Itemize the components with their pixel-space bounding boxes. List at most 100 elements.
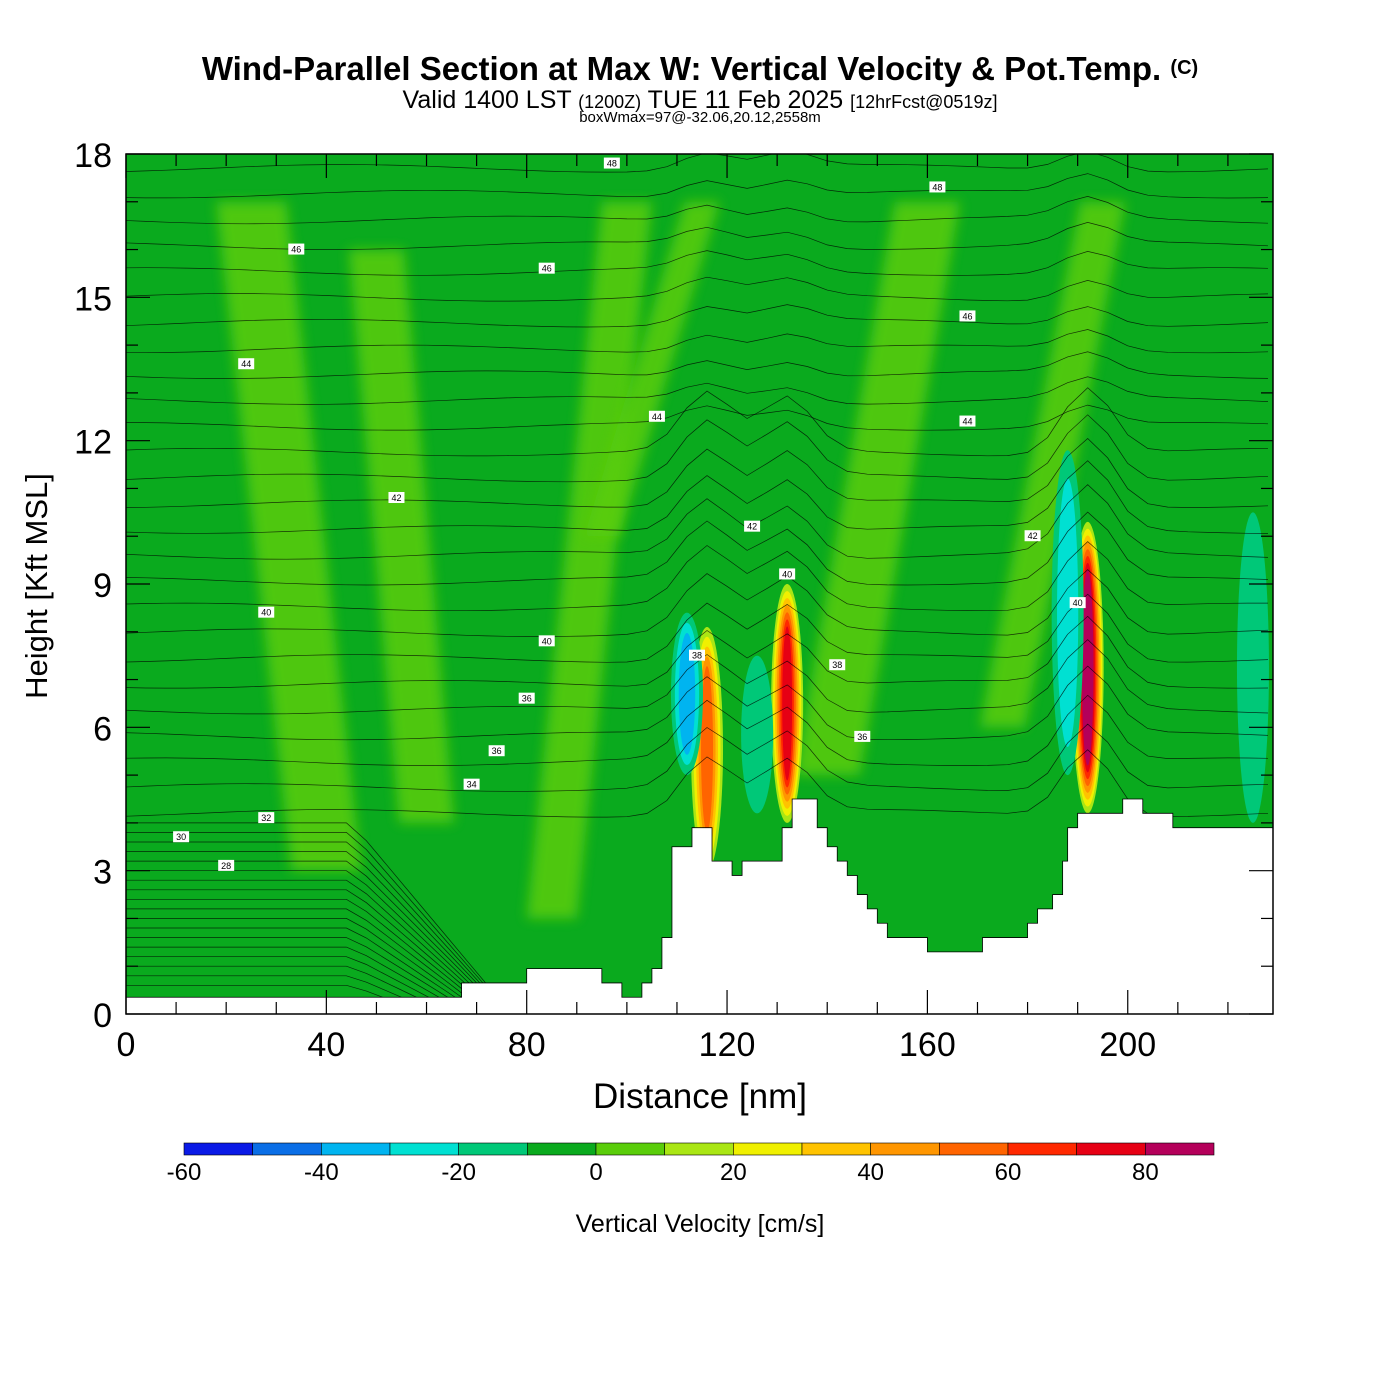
theta-label-text: 44 (241, 359, 251, 369)
theta-label-box (779, 568, 796, 580)
theta-label-box (1024, 530, 1041, 542)
updraft-core (782, 626, 793, 781)
theta-label: 34 (463, 778, 480, 790)
y-tick-label: 3 (93, 854, 112, 892)
theta-label: 40 (258, 606, 275, 618)
theta-contour-line (126, 984, 427, 1014)
theta-label: 48 (603, 157, 620, 169)
theta-label: 42 (1024, 530, 1041, 542)
x-tick-label: 200 (1099, 1026, 1156, 1064)
colorbar-swatch (1145, 1142, 1215, 1156)
colorbar-swatch (252, 1142, 322, 1156)
copyright-mark: (C) (1170, 57, 1199, 79)
theta-contour-line (126, 329, 1269, 354)
theta-contour-line (126, 460, 1269, 534)
colorbar-swatch (458, 1142, 528, 1156)
theta-label-box (1069, 597, 1086, 609)
theta-contour-line (126, 965, 447, 1012)
colorbar-tick-label: -20 (441, 1159, 476, 1186)
y-tick-label: 9 (93, 567, 112, 605)
colorbar-swatch (595, 1142, 665, 1156)
theta-label-box (603, 157, 620, 169)
colorbar-swatch (389, 1142, 459, 1156)
colorbar-swatch (733, 1142, 803, 1156)
theta-label: 40 (538, 635, 555, 647)
theta-contour-line (126, 250, 1269, 276)
theta-label: 32 (258, 812, 275, 824)
theta-contour-line (126, 723, 1269, 792)
colorbar-swatch (1076, 1142, 1146, 1156)
weak-updraft-band (348, 249, 455, 823)
theta-contour-line (126, 276, 1269, 302)
theta-label: 46 (959, 310, 976, 322)
theta-label-text: 28 (221, 861, 231, 871)
theta-contour-line (126, 841, 507, 1013)
theta-label: 48 (929, 181, 946, 193)
theta-label-text: 44 (962, 417, 972, 427)
theta-label-text: 32 (261, 813, 271, 823)
theta-label-box (959, 415, 976, 427)
theta-label-text: 38 (832, 660, 842, 670)
theta-contour-line (126, 196, 1269, 225)
theta-label-text: 30 (176, 832, 186, 842)
theta-label: 38 (829, 659, 846, 671)
theta-contour-line (126, 975, 427, 1009)
theta-label-box (488, 745, 505, 757)
theta-label-text: 42 (747, 522, 757, 532)
theta-contour-line (126, 511, 1269, 586)
colorbar-tick-label: 40 (857, 1159, 884, 1186)
colorbar-tick-label: -40 (304, 1159, 339, 1186)
theta-label-box (218, 859, 235, 871)
theta-contour-line (126, 889, 487, 1007)
theta-labels: 48 48 46 46 46 44 44 44 42 42 42 40 40 40 40 38 38 36 36 36… (173, 157, 1086, 871)
theta-contour-line (126, 154, 1269, 173)
theta-label-text: 36 (857, 732, 867, 742)
theta-label-box (829, 659, 846, 671)
theta-label: 36 (518, 692, 535, 704)
velocity-field (216, 201, 1269, 919)
theta-label-text: 40 (261, 608, 271, 618)
theta-label-text: 34 (467, 780, 477, 790)
theta-contour-line (126, 908, 487, 1013)
colorbar-tick-label: 80 (1132, 1159, 1159, 1186)
downdraft-core (1236, 512, 1269, 823)
colorbar-swatch (664, 1142, 734, 1156)
weak-updraft-band (979, 201, 1126, 728)
theta-label: 42 (388, 492, 405, 503)
theta-label-box (538, 262, 555, 274)
theta-label-text: 46 (962, 311, 972, 321)
downdraft-core (1057, 478, 1079, 747)
y-tick-label: 0 (93, 997, 112, 1035)
theta-contour-line (126, 615, 1269, 689)
colorbar-swatch (183, 1142, 253, 1156)
colorbar-tick-label: 20 (720, 1159, 747, 1186)
theta-label-text: 40 (542, 636, 552, 646)
theta-label-box (288, 243, 305, 255)
theta-label-box (258, 606, 275, 618)
theta-label-box (648, 410, 665, 422)
colorbar-tick-label: -60 (167, 1159, 202, 1186)
theta-contour-line (126, 304, 1269, 328)
theta-label-text: 42 (1028, 531, 1038, 541)
theta-label: 36 (854, 730, 871, 742)
theta-contour-line (126, 832, 507, 1011)
theta-contour-line (126, 918, 467, 1002)
weak-updraft-band (526, 201, 652, 919)
theta-contour-line (126, 351, 1269, 379)
theta-contour-line (126, 376, 1269, 405)
theta-contour-line (126, 870, 487, 1000)
weak-updraft-band (584, 201, 720, 537)
theta-contour-line (126, 851, 487, 994)
theta-label-box (518, 692, 535, 704)
colorbar-swatch (527, 1142, 597, 1156)
theta-contour-line (126, 404, 1269, 431)
theta-label-text: 40 (1073, 598, 1083, 608)
theta-contour-line (126, 665, 1269, 741)
chart-title: Wind-Parallel Section at Max W: Vertical… (201, 50, 1199, 87)
theta-label: 36 (488, 745, 505, 757)
theta-contour-line (126, 484, 1269, 560)
theta-contour-line (126, 946, 467, 1014)
theta-contour-line (126, 438, 1269, 508)
colorbar-label: Vertical Velocity [cm/s] (576, 1210, 825, 1238)
